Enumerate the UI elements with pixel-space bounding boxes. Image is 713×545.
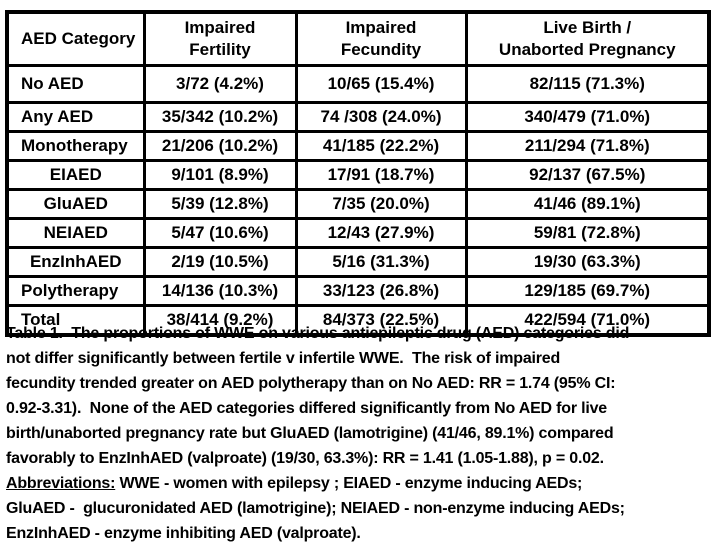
caption-abbreviations-line: GluAED - glucuronidated AED (lamotrigine… <box>6 500 625 517</box>
header-impaired-fecundity: Impaired Fecundity <box>294 10 468 67</box>
aed-outcomes-table: AED Category Impaired Fertility Impaired… <box>5 10 711 337</box>
cell-category: NEIAED <box>5 217 146 249</box>
table-row: GluAED 5/39 (12.8%) 7/35 (20.0%) 41/46 (… <box>5 188 711 220</box>
caption-abbreviations-line: Abbreviations: WWE - women with epilepsy… <box>6 471 711 496</box>
abbreviations-text: WWE - women with epilepsy ; EIAED - enzy… <box>115 475 583 492</box>
cell-impaired-fertility: 38/414 (9.2%) <box>142 304 298 337</box>
table-row: NEIAED 5/47 (10.6%) 12/43 (27.9%) 59/81 … <box>5 217 711 249</box>
header-live-birth: Live Birth / Unaborted Pregnancy <box>464 10 711 67</box>
header-aed-category-label: AED Category <box>21 29 136 48</box>
cell-impaired-fertility: 3/72 (4.2%) <box>142 64 298 104</box>
header-aed-category: AED Category <box>5 10 146 67</box>
cell-impaired-fecundity: 17/91 (18.7%) <box>294 159 468 191</box>
cell-impaired-fertility: 5/47 (10.6%) <box>142 217 298 249</box>
cell-impaired-fertility: 35/342 (10.2%) <box>142 101 298 133</box>
cell-live-birth: 340/479 (71.0%) <box>464 101 711 133</box>
caption-line: birth/unaborted pregnancy rate but GluAE… <box>6 425 614 442</box>
cell-impaired-fertility: 9/101 (8.9%) <box>142 159 298 191</box>
caption-line: favorably to EnzInhAED (valproate) (19/3… <box>6 450 604 467</box>
cell-category: Total <box>5 304 146 337</box>
cell-impaired-fecundity: 33/123 (26.8%) <box>294 275 468 307</box>
cell-category: GluAED <box>5 188 146 220</box>
cell-impaired-fecundity: 84/373 (22.5%) <box>294 304 468 337</box>
cell-live-birth: 41/46 (89.1%) <box>464 188 711 220</box>
table-caption: Table 1. The proportions of WWE on vario… <box>6 321 711 545</box>
cell-impaired-fertility: 2/19 (10.5%) <box>142 246 298 278</box>
table-row: No AED 3/72 (4.2%) 10/65 (15.4%) 82/115 … <box>5 64 711 104</box>
cell-impaired-fecundity: 74 /308 (24.0%) <box>294 101 468 133</box>
cell-category: EnzInhAED <box>5 246 146 278</box>
caption-line: 0.92-3.31). None of the AED categories d… <box>6 400 608 417</box>
caption-line: not differ significantly between fertile… <box>6 350 561 367</box>
table-row: Monotherapy 21/206 (10.2%) 41/185 (22.2%… <box>5 130 711 162</box>
cell-category: Polytherapy <box>5 275 146 307</box>
cell-impaired-fecundity: 10/65 (15.4%) <box>294 64 468 104</box>
caption-abbreviations-line: EnzInhAED - enzyme inhibiting AED (valpr… <box>6 525 361 542</box>
cell-category: No AED <box>5 64 146 104</box>
cell-impaired-fecundity: 12/43 (27.9%) <box>294 217 468 249</box>
cell-live-birth: 59/81 (72.8%) <box>464 217 711 249</box>
header-impaired-fertility: Impaired Fertility <box>142 10 298 67</box>
cell-live-birth: 211/294 (71.8%) <box>464 130 711 162</box>
table-row: Polytherapy 14/136 (10.3%) 33/123 (26.8%… <box>5 275 711 307</box>
cell-impaired-fertility: 21/206 (10.2%) <box>142 130 298 162</box>
caption-line: Table 1. The proportions of WWE on vario… <box>6 325 630 342</box>
cell-live-birth: 129/185 (69.7%) <box>464 275 711 307</box>
table-row: EIAED 9/101 (8.9%) 17/91 (18.7%) 92/137 … <box>5 159 711 191</box>
table-row: Any AED 35/342 (10.2%) 74 /308 (24.0%) 3… <box>5 101 711 133</box>
abbreviations-label: Abbreviations: <box>6 475 116 492</box>
cell-category: Any AED <box>5 101 146 133</box>
table-row: EnzInhAED 2/19 (10.5%) 5/16 (31.3%) 19/3… <box>5 246 711 278</box>
table-header-row: AED Category Impaired Fertility Impaired… <box>5 10 711 67</box>
cell-impaired-fecundity: 7/35 (20.0%) <box>294 188 468 220</box>
cell-impaired-fertility: 5/39 (12.8%) <box>142 188 298 220</box>
cell-live-birth: 82/115 (71.3%) <box>464 64 711 104</box>
cell-impaired-fertility: 14/136 (10.3%) <box>142 275 298 307</box>
caption-line: fecundity trended greater on AED polythe… <box>6 375 616 392</box>
cell-impaired-fecundity: 41/185 (22.2%) <box>294 130 468 162</box>
cell-impaired-fecundity: 5/16 (31.3%) <box>294 246 468 278</box>
cell-live-birth: 19/30 (63.3%) <box>464 246 711 278</box>
cell-live-birth: 422/594 (71.0%) <box>464 304 711 337</box>
cell-live-birth: 92/137 (67.5%) <box>464 159 711 191</box>
cell-category: EIAED <box>5 159 146 191</box>
cell-category: Monotherapy <box>5 130 146 162</box>
table-row: Total 38/414 (9.2%) 84/373 (22.5%) 422/5… <box>5 304 711 337</box>
